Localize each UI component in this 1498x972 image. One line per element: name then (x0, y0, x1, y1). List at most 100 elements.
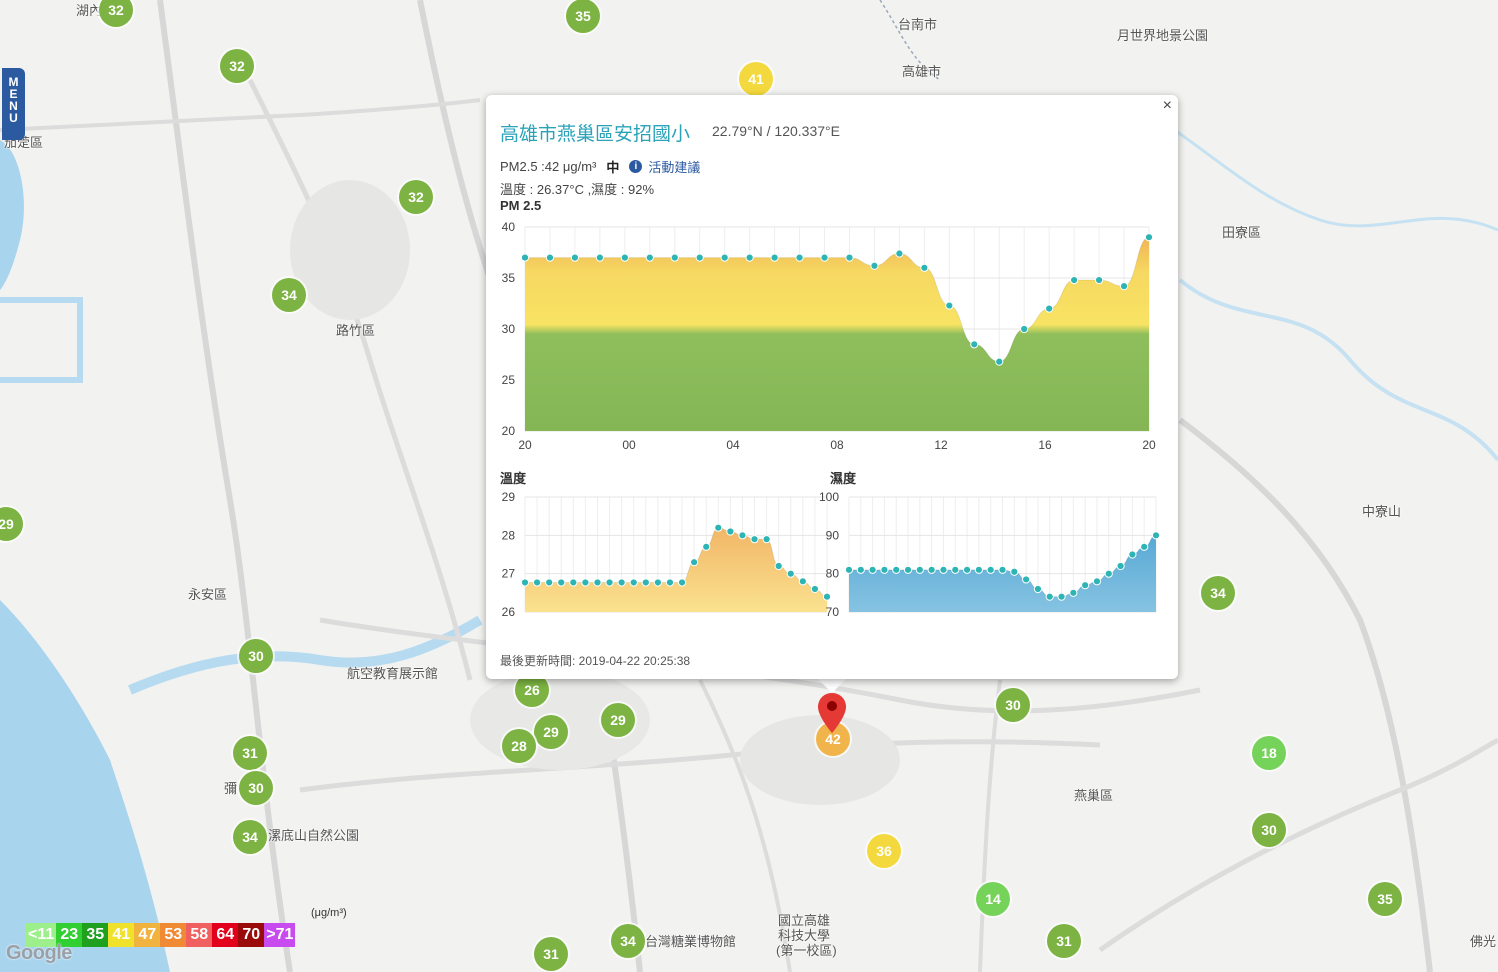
station-marker[interactable]: 41 (739, 62, 773, 96)
x-tick-label: 12 (934, 438, 948, 452)
pm-legend: <11 23 35 41 47 53 58 64 70 >71 (26, 923, 296, 947)
y-tick-label: 28 (502, 528, 516, 542)
legend-cell: 58 (186, 923, 213, 947)
legend-cell: 53 (160, 923, 187, 947)
data-point (738, 531, 747, 540)
data-point (1045, 304, 1054, 313)
station-marker[interactable]: 30 (239, 639, 273, 673)
y-tick-label: 30 (502, 322, 516, 336)
station-marker[interactable]: 31 (233, 736, 267, 770)
data-point (1094, 275, 1104, 285)
x-tick-label: 20 (518, 438, 532, 452)
station-marker[interactable]: 32 (99, 0, 133, 27)
data-point (856, 565, 865, 574)
data-point (545, 578, 554, 587)
station-marker[interactable]: 29 (601, 703, 635, 737)
y-tick-label: 25 (502, 373, 516, 387)
place-label: 彌 (224, 781, 238, 796)
data-point (795, 253, 804, 262)
station-marker[interactable]: 34 (272, 278, 306, 312)
station-marker[interactable]: 30 (1252, 813, 1286, 847)
station-marker[interactable]: 31 (1047, 924, 1081, 958)
place-label: 燕巢區 (1074, 788, 1114, 803)
y-tick-label: 20 (502, 424, 516, 438)
legend-cell: >71 (264, 923, 296, 947)
data-point (870, 261, 879, 270)
temp-humidity-reading: 溫度 : 26.37°C ,濕度 : 92% (500, 182, 655, 197)
legend-cell: <11 (26, 923, 57, 947)
data-point (1140, 542, 1149, 551)
data-point (665, 578, 675, 587)
data-point (951, 565, 960, 574)
place-label: 漯底山自然公園 (268, 828, 360, 843)
data-point (1092, 577, 1102, 586)
data-point (810, 584, 820, 594)
pm-chart-title: PM 2.5 (500, 198, 542, 213)
data-point (520, 253, 530, 262)
station-name: 高雄市燕巢區安招國小 (500, 124, 691, 145)
x-tick-label: 00 (622, 438, 636, 452)
station-marker[interactable]: 34 (233, 820, 267, 854)
station-marker[interactable]: 34 (1201, 576, 1235, 610)
area-fill (525, 237, 1149, 431)
legend-cell: 23 (56, 923, 83, 947)
selected-station-pin-icon[interactable] (818, 693, 846, 733)
station-marker[interactable]: 35 (566, 0, 600, 33)
place-label: 科技大學 (778, 928, 831, 943)
popup-tip (818, 679, 846, 693)
menu-letter: M (8, 75, 19, 89)
y-tick-label: 40 (502, 220, 516, 234)
station-marker[interactable]: 18 (1252, 736, 1286, 770)
station-marker[interactable]: 28 (502, 729, 536, 763)
close-icon[interactable]: × (1162, 97, 1172, 114)
activity-advice-link[interactable]: 活動建議 (648, 160, 701, 175)
data-point (595, 253, 604, 262)
data-point (915, 565, 924, 574)
station-marker[interactable]: 34 (611, 924, 645, 958)
station-marker[interactable]: 29 (534, 715, 568, 749)
data-point (786, 569, 795, 578)
data-point (557, 578, 566, 587)
station-marker[interactable]: 30 (239, 771, 273, 805)
legend-cell: 35 (82, 923, 109, 947)
pm-value: PM2.5 :42 μg/m³ (500, 159, 597, 174)
temperature-chart: 29 28 27 26 (502, 490, 832, 619)
place-label: 中寮山 (1362, 504, 1402, 519)
data-point (962, 565, 972, 574)
data-point (520, 578, 530, 587)
data-point (895, 249, 904, 258)
x-tick-label: 20 (1142, 438, 1156, 452)
place-label: 路竹區 (336, 323, 376, 338)
menu-letter: E (9, 87, 18, 101)
y-tick-label: 35 (502, 271, 516, 285)
data-point (927, 565, 936, 574)
last-update-time: 最後更新時間: 2019-04-22 20:25:38 (500, 654, 691, 668)
data-point (690, 558, 699, 567)
data-point (1033, 584, 1043, 594)
station-marker[interactable]: 35 (1368, 882, 1402, 916)
data-point (1010, 567, 1019, 576)
data-point (670, 253, 679, 262)
data-point (702, 542, 711, 551)
data-point (581, 578, 590, 587)
place-label: 高雄市 (902, 64, 942, 79)
y-tick-label: 26 (502, 605, 516, 619)
legend-unit: (μg/m³) (311, 907, 347, 919)
data-point (774, 561, 783, 571)
data-point (620, 253, 629, 262)
station-marker[interactable]: 31 (534, 937, 568, 971)
data-point (770, 253, 779, 262)
station-marker[interactable]: 36 (867, 834, 901, 868)
station-marker[interactable]: 29 (0, 507, 23, 541)
station-marker[interactable]: 32 (399, 180, 433, 214)
data-point (745, 253, 754, 262)
station-marker[interactable]: 30 (996, 688, 1030, 722)
y-tick-label: 29 (502, 490, 516, 504)
data-point (570, 253, 580, 262)
info-icon[interactable]: i (629, 160, 643, 173)
station-marker[interactable]: 32 (220, 49, 254, 83)
data-point (545, 253, 555, 262)
data-point (995, 357, 1004, 366)
station-marker[interactable]: 14 (976, 882, 1010, 916)
